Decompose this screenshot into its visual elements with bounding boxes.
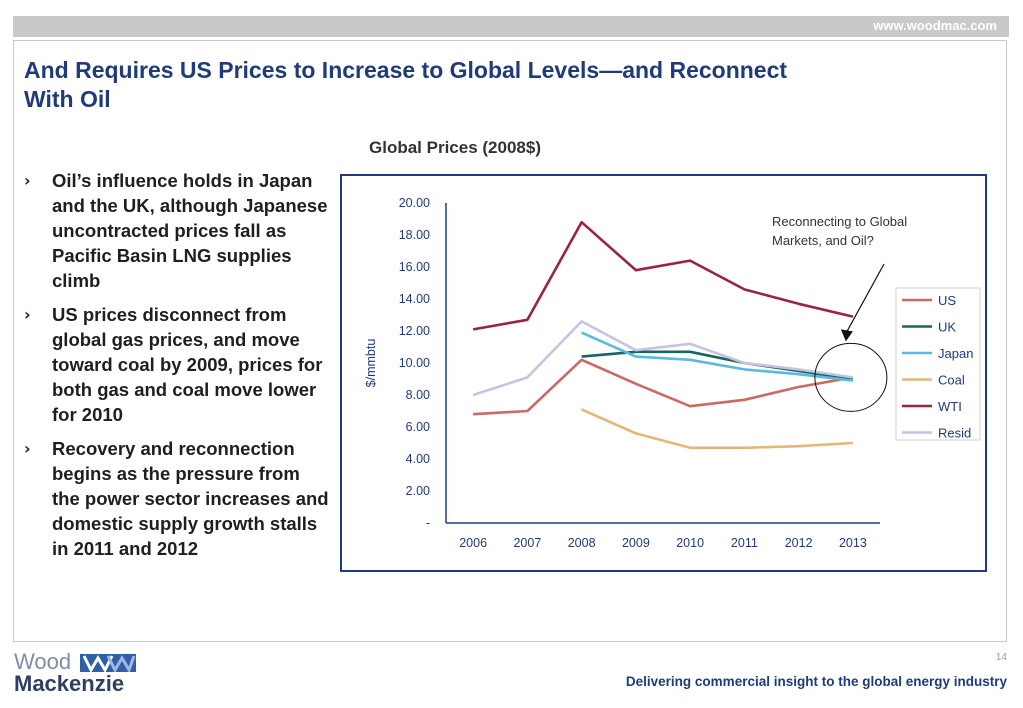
- legend-label: Resid: [938, 426, 971, 441]
- x-tick-label: 2007: [513, 536, 541, 550]
- x-tick-label: 2012: [785, 536, 813, 550]
- y-tick-label: 18.00: [399, 228, 430, 242]
- y-tick-label: -: [426, 516, 430, 530]
- legend-label: US: [938, 293, 956, 308]
- top-bar: www.woodmac.com: [13, 16, 1009, 37]
- company-logo[interactable]: Wood Mackenzie: [14, 649, 136, 696]
- bullet-item: › US prices disconnect from global gas p…: [24, 302, 329, 427]
- annotation-text: Markets, and Oil?: [772, 233, 874, 248]
- bullet-item: › Oil’s influence holds in Japan and the…: [24, 168, 329, 293]
- bullet-item: › Recovery and reconnection begins as th…: [24, 436, 329, 561]
- series-line-japan: [581, 331, 854, 382]
- series-line-wti: [472, 220, 854, 331]
- logo-text-mackenzie: Mackenzie: [14, 671, 125, 696]
- y-tick-label: 20.00: [399, 196, 430, 210]
- x-tick-label: 2010: [676, 536, 704, 550]
- footer-tagline: Delivering commercial insight to the glo…: [625, 674, 1007, 689]
- chevron-right-icon: ›: [24, 171, 31, 190]
- bullet-list: › Oil’s influence holds in Japan and the…: [24, 168, 329, 570]
- legend-label: Coal: [938, 373, 965, 388]
- logo-w-mark-icon: [80, 654, 136, 672]
- legend-label: UK: [938, 320, 956, 335]
- y-tick-label: 16.00: [399, 260, 430, 274]
- annotation-text: Reconnecting to Global: [772, 214, 907, 229]
- x-tick-label: 2008: [568, 536, 596, 550]
- bullet-text: US prices disconnect from global gas pri…: [52, 304, 323, 425]
- chart-container: - 2.00 4.00 6.00 8.00 10.00 12.00 14.00 16.00 18.…: [340, 174, 987, 572]
- bullet-text: Oil’s influence holds in Japan and the U…: [52, 170, 328, 291]
- legend-label: Japan: [938, 346, 973, 361]
- y-axis-label: $/mmbtu: [364, 339, 378, 388]
- slide-frame: [13, 40, 1007, 642]
- legend-box: [895, 287, 981, 441]
- chevron-right-icon: ›: [24, 439, 31, 458]
- y-tick-label: 10.00: [399, 356, 430, 370]
- x-tick-label: 2011: [731, 536, 758, 550]
- y-tick-label: 6.00: [406, 420, 430, 434]
- page-number: 14: [995, 652, 1007, 663]
- website-url[interactable]: www.woodmac.com: [873, 18, 997, 33]
- x-tick-label: 2006: [459, 536, 487, 550]
- series-line-us: [473, 358, 854, 416]
- annotation-arrow-head: [840, 329, 853, 342]
- annotation-arrow-line: [845, 263, 885, 334]
- x-tick-label: 2013: [839, 536, 867, 550]
- chart-title: Global Prices (2008$): [369, 138, 541, 157]
- annotation-circle: [814, 342, 888, 412]
- line-chart: - 2.00 4.00 6.00 8.00 10.00 12.00 14.00 16.00 18.…: [364, 196, 981, 550]
- bullet-text: Recovery and reconnection begins as the …: [52, 438, 329, 559]
- series-line-coal: [581, 408, 853, 450]
- y-tick-label: 8.00: [406, 388, 430, 402]
- y-tick-label: 2.00: [406, 484, 430, 498]
- y-tick-label: 4.00: [406, 452, 430, 466]
- logo-text-wood: Wood: [14, 649, 72, 674]
- series-line-resid: [472, 320, 854, 397]
- legend-label: WTI: [938, 399, 962, 414]
- y-tick-label: 12.00: [399, 324, 430, 338]
- chevron-right-icon: ›: [24, 305, 31, 324]
- x-tick-label: 2009: [622, 536, 650, 550]
- y-tick-label: 14.00: [399, 292, 430, 306]
- slide-title: And Requires US Prices to Increase to Gl…: [24, 57, 788, 112]
